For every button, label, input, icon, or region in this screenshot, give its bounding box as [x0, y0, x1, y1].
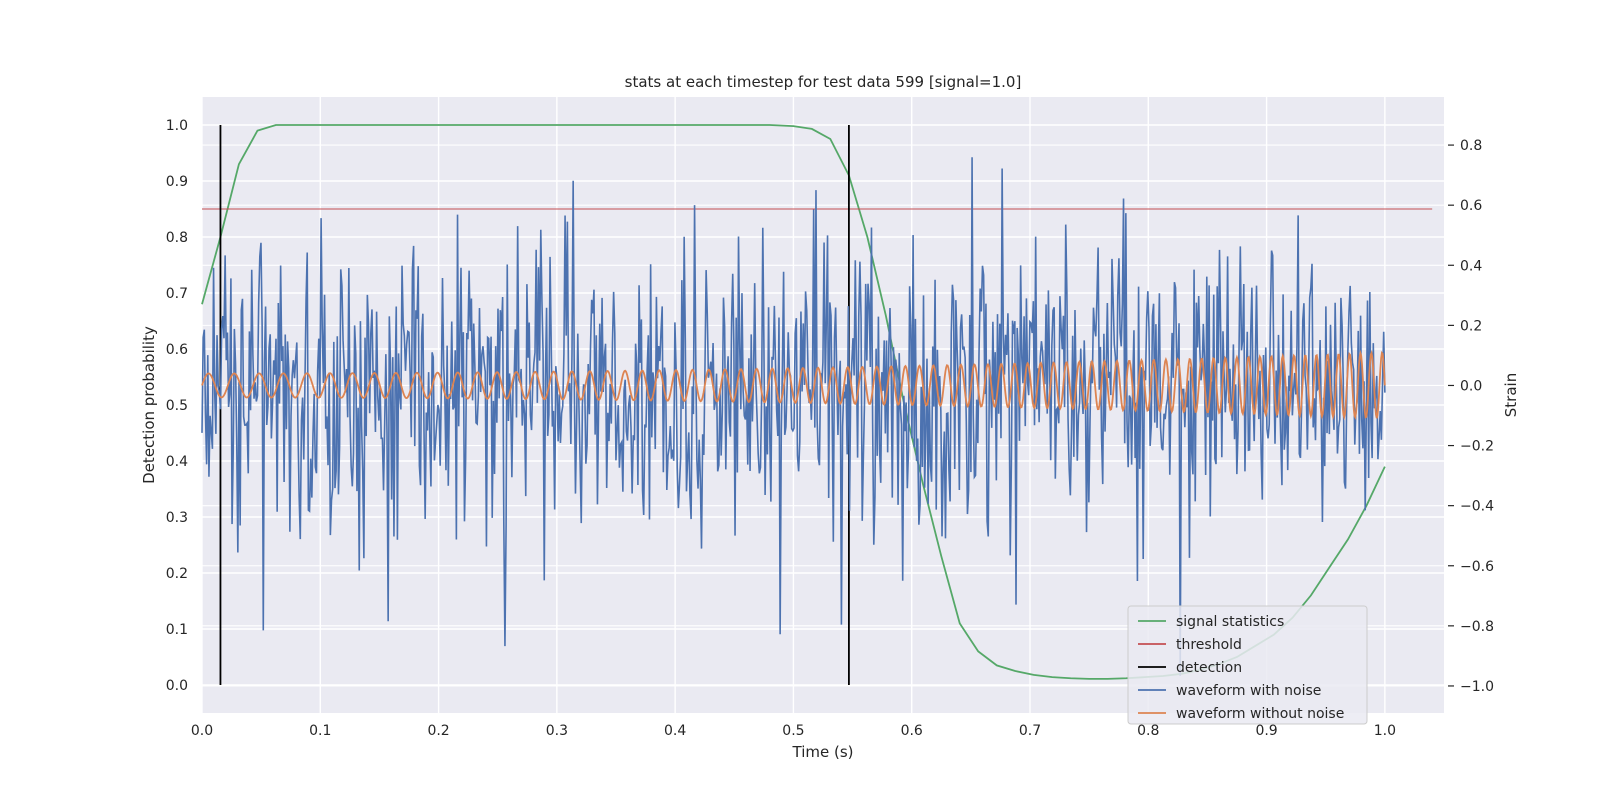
x-tick-label: 0.6 — [901, 723, 923, 739]
x-tick-label: 0.2 — [427, 723, 449, 739]
legend-label: detection — [1176, 660, 1242, 676]
chart-title: stats at each timestep for test data 599… — [625, 73, 1022, 91]
legend-label: waveform with noise — [1176, 683, 1321, 699]
y-tick-label: 0.8 — [166, 230, 188, 246]
x-axis-label: Time (s) — [792, 743, 854, 761]
y-axis-right-label: Strain — [1502, 373, 1520, 417]
x-tick-label: 0.9 — [1255, 723, 1277, 739]
y-tick-label: 0.6 — [166, 342, 188, 358]
y-tick-label: 0.7 — [166, 286, 188, 302]
y2-tick-label: −0.2 — [1460, 439, 1494, 455]
y2-tick-label: 0.8 — [1460, 138, 1482, 154]
y-tick-label: 0.3 — [166, 510, 188, 526]
legend: signal statistics threshold detection wavef… — [1127, 605, 1368, 725]
y2-tick-label: −1.0 — [1460, 679, 1494, 695]
legend-label: threshold — [1176, 637, 1242, 653]
legend-label: signal statistics — [1176, 614, 1284, 630]
x-tick-label: 0.1 — [309, 723, 331, 739]
y2-tick-label: 0.6 — [1460, 198, 1482, 214]
y2-tick-label: −0.6 — [1460, 559, 1494, 575]
series-line-waveform-with-noise — [201, 157, 1386, 676]
series-line-waveform-without-noise — [201, 349, 1386, 421]
y-tick-label: 0.4 — [166, 454, 188, 470]
y2-tick-label: −0.4 — [1460, 499, 1494, 515]
y-tick-label: 0.1 — [166, 622, 188, 638]
axis-layer: 0.0 0.1 0.2 0.3 0.4 0.5 0.6 0.7 0.8 0.9 1.0 0.0 0.1 0… — [166, 118, 1494, 739]
legend-label: waveform without noise — [1176, 706, 1344, 722]
y2-tick-label: 0.2 — [1460, 318, 1482, 334]
x-tick-label: 1.0 — [1374, 723, 1396, 739]
legend-frame — [1127, 605, 1368, 725]
y-tick-label: 0.2 — [166, 566, 188, 582]
x-tick-label: 0.4 — [664, 723, 686, 739]
y-tick-label: 0.0 — [166, 678, 188, 694]
x-tick-label: 0.8 — [1137, 723, 1159, 739]
x-tick-label: 0.3 — [546, 723, 568, 739]
x-tick-label: 0.0 — [191, 723, 213, 739]
y-tick-label: 1.0 — [166, 118, 188, 134]
y-axis-label: Detection probability — [140, 326, 158, 484]
x-tick-label: 0.7 — [1019, 723, 1041, 739]
y-tick-label: 0.9 — [166, 174, 188, 190]
y2-tick-label: 0.4 — [1460, 258, 1482, 274]
y2-tick-label: −0.8 — [1460, 619, 1494, 635]
x-tick-label: 0.5 — [782, 723, 804, 739]
series-layer — [201, 124, 1433, 685]
y-tick-label: 0.5 — [166, 398, 188, 414]
y2-tick-label: 0.0 — [1460, 378, 1482, 394]
